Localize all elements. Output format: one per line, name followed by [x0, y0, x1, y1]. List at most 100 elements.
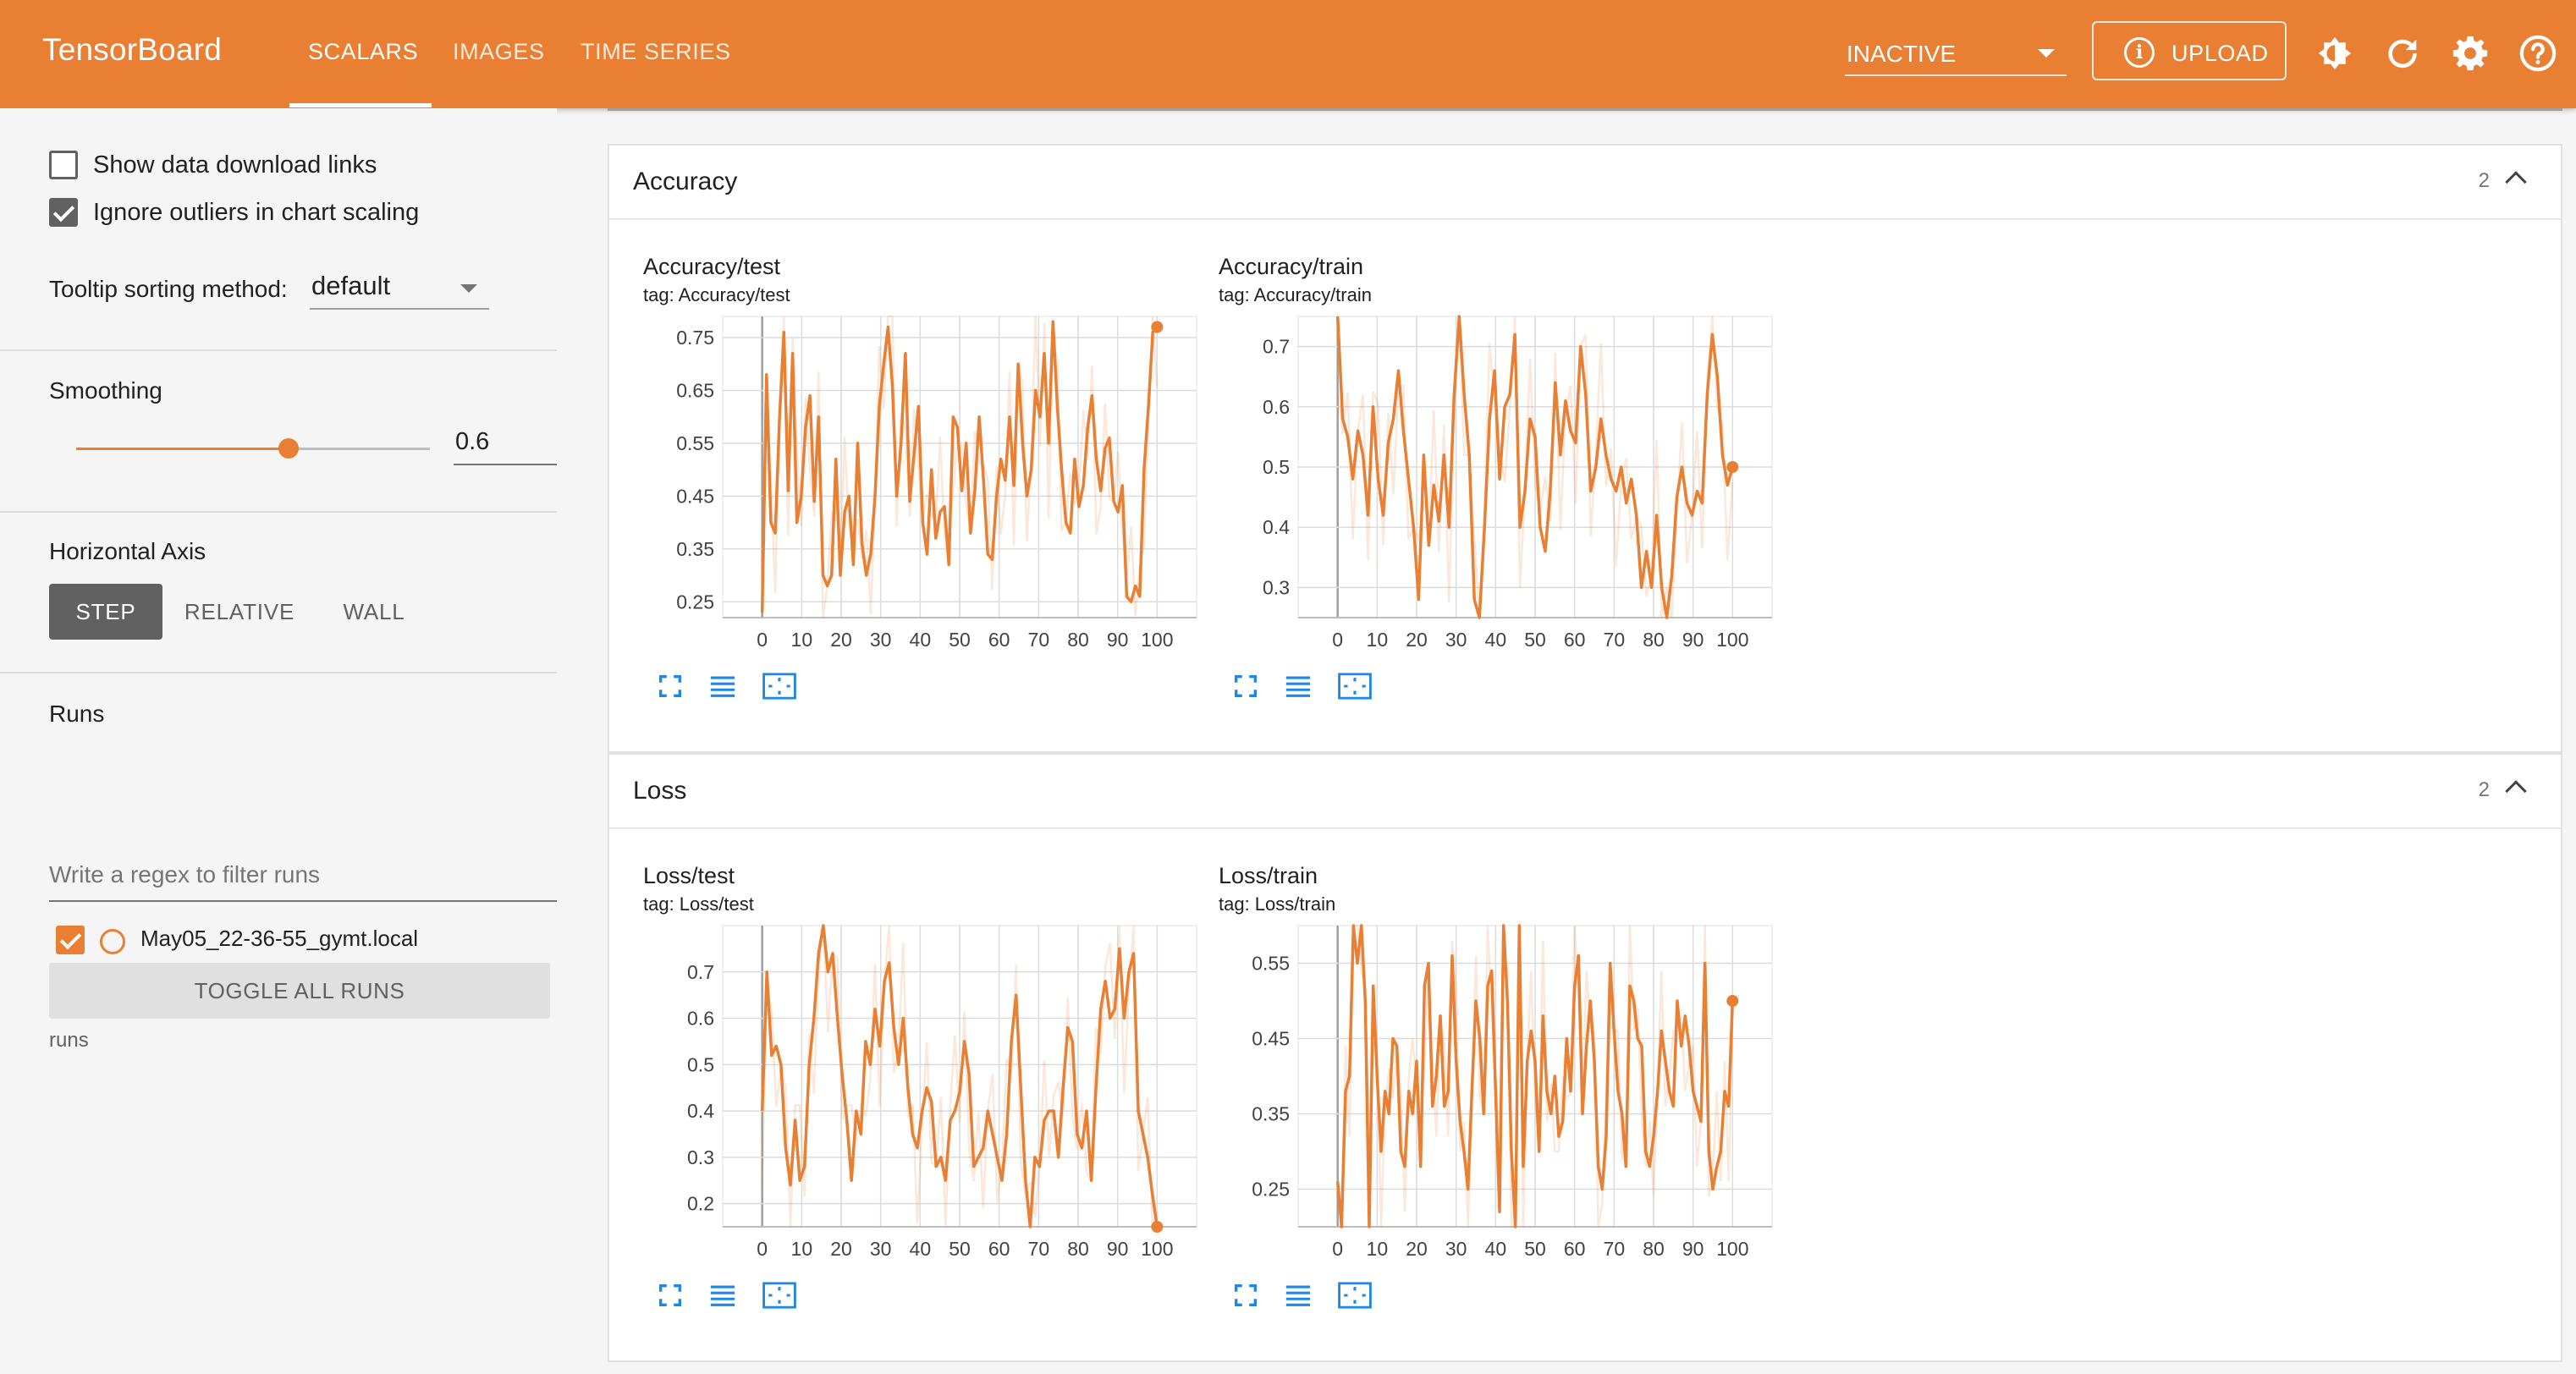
fullscreen-icon[interactable] — [655, 1281, 685, 1310]
show-download-links-checkbox[interactable] — [49, 151, 78, 179]
runs-filter-input[interactable]: Write a regex to filter runs — [49, 853, 557, 902]
reload-icon[interactable] — [2383, 34, 2422, 73]
x-tick-label: 100 — [1716, 629, 1748, 651]
tooltip-sorting-value: default — [311, 271, 391, 300]
chart-loss-train[interactable]: 0 10 20 30 40 50 60 70 80 90 100 0.25 0.35 0.45 0.55 — [1210, 924, 1786, 1262]
chart-accuracy-test[interactable]: 0 10 20 30 40 50 60 70 80 90 100 0.25 0.35 0.45 0.55 0.… — [635, 315, 1210, 653]
fit-domain-icon[interactable] — [760, 672, 799, 701]
runs-heading: Runs — [49, 701, 105, 727]
run-checkbox[interactable] — [56, 926, 85, 954]
smoothing-value: 0.6 — [455, 428, 490, 455]
x-tick-label: 0 — [757, 1238, 768, 1260]
smoothing-slider-thumb[interactable] — [278, 438, 299, 459]
x-tick-label: 90 — [1107, 629, 1129, 651]
smoothing-input[interactable]: 0.6 — [454, 423, 557, 465]
y-tick-label: 0.4 — [1263, 516, 1290, 538]
x-tick-label: 20 — [830, 629, 852, 651]
y-tick-label: 0.3 — [1263, 576, 1290, 598]
chart-loss-test[interactable]: 0 10 20 30 40 50 60 70 80 90 100 0.2 0.3 0.4 0.5 0.6 0.7 — [635, 924, 1210, 1262]
divider — [0, 672, 557, 673]
x-tick-label: 10 — [791, 629, 813, 651]
x-tick-label: 40 — [910, 1238, 932, 1260]
x-tick-label: 100 — [1141, 629, 1173, 651]
log-scale-icon[interactable] — [1283, 1281, 1313, 1310]
last-point-marker — [1726, 461, 1739, 473]
theme-icon[interactable] — [2315, 34, 2354, 73]
fullscreen-icon[interactable] — [1230, 1281, 1261, 1310]
fit-domain-icon[interactable] — [1335, 672, 1374, 701]
y-tick-label: 0.35 — [1252, 1103, 1290, 1125]
y-tick-label: 0.3 — [687, 1146, 714, 1168]
axis-relative-button[interactable]: RELATIVE — [184, 599, 295, 624]
card-header[interactable]: Loss 2 — [609, 755, 2561, 829]
upload-button[interactable]: i UPLOAD — [2092, 21, 2287, 80]
tab-scalars[interactable]: SCALARS — [308, 39, 419, 64]
fit-domain-icon[interactable] — [760, 1281, 799, 1310]
smoothing-slider-fill — [76, 448, 289, 450]
x-tick-label: 60 — [988, 1238, 1010, 1260]
chart-title: Loss/train — [1219, 863, 1318, 888]
series-line — [760, 924, 1159, 1228]
y-tick-label: 0.55 — [1252, 953, 1290, 975]
active-tab-indicator — [289, 103, 432, 107]
chevron-up-icon[interactable] — [2505, 780, 2527, 802]
y-tick-label: 0.75 — [676, 327, 714, 349]
last-point-marker — [1151, 321, 1164, 333]
x-tick-label: 10 — [1367, 1238, 1389, 1260]
x-tick-label: 70 — [1028, 629, 1050, 651]
sidebar: Show data download links Ignore outliers… — [0, 108, 557, 1374]
smoothing-heading: Smoothing — [49, 377, 162, 404]
card-header[interactable]: Accuracy 2 — [609, 146, 2561, 220]
tab-time-series[interactable]: TIME SERIES — [581, 39, 731, 64]
fullscreen-icon[interactable] — [655, 672, 685, 701]
main-content: Accuracy 2 Accuracy/test tag: Accuracy/t… — [557, 108, 2576, 1374]
app-logo[interactable]: TensorBoard — [42, 32, 222, 67]
chevron-up-icon[interactable] — [2505, 171, 2527, 193]
run-color-swatch[interactable] — [100, 929, 125, 954]
tooltip-sorting-label: Tooltip sorting method: — [49, 276, 288, 302]
x-tick-label: 40 — [1485, 1238, 1507, 1260]
chevron-down-icon — [460, 284, 477, 293]
runs-footer: runs — [49, 1029, 89, 1052]
horizontal-axis-heading: Horizontal Axis — [49, 538, 206, 564]
category-card-accuracy: Accuracy 2 Accuracy/test tag: Accuracy/t… — [608, 144, 2562, 753]
log-scale-icon[interactable] — [1283, 672, 1313, 701]
ignore-outliers-checkbox[interactable] — [49, 198, 78, 227]
ignore-outliers-label: Ignore outliers in chart scaling — [93, 199, 420, 226]
x-tick-label: 50 — [949, 1238, 971, 1260]
tab-images[interactable]: IMAGES — [453, 39, 545, 64]
x-tick-label: 90 — [1107, 1238, 1129, 1260]
axis-wall-button[interactable]: WALL — [343, 599, 405, 624]
chart-accuracy-train[interactable]: 0 10 20 30 40 50 60 70 80 90 100 0.3 0.4 0.5 0.6 0.7 — [1210, 315, 1786, 653]
y-tick-label: 0.35 — [676, 538, 714, 560]
help-icon[interactable] — [2518, 34, 2557, 73]
x-tick-label: 40 — [910, 629, 932, 651]
chart-title: Accuracy/test — [643, 254, 781, 279]
toggle-all-runs-button[interactable]: TOGGLE ALL RUNS — [49, 963, 550, 1019]
log-scale-icon[interactable] — [707, 672, 738, 701]
x-tick-label: 20 — [830, 1238, 852, 1260]
run-name: May05_22-36-55_gymt.local — [140, 926, 419, 951]
x-tick-label: 30 — [870, 629, 892, 651]
axis-step-button[interactable]: STEP — [49, 584, 162, 640]
tooltip-sorting-select[interactable]: default — [310, 269, 489, 310]
x-tick-label: 0 — [1332, 629, 1343, 651]
x-tick-label: 60 — [1564, 1238, 1586, 1260]
smoothing-slider[interactable] — [76, 438, 430, 459]
last-point-marker — [1726, 995, 1739, 1007]
fullscreen-icon[interactable] — [1230, 672, 1261, 701]
log-scale-icon[interactable] — [707, 1281, 738, 1310]
fit-domain-icon[interactable] — [1335, 1281, 1374, 1310]
chart-tag: tag: Accuracy/test — [643, 284, 790, 305]
divider — [0, 349, 557, 351]
chart-tag: tag: Loss/train — [1219, 893, 1336, 915]
raw-series-line — [1336, 316, 1734, 618]
series-line — [1335, 315, 1734, 619]
info-icon: i — [2124, 37, 2155, 68]
x-tick-label: 90 — [1682, 1238, 1704, 1260]
settings-icon[interactable] — [2451, 34, 2490, 73]
reload-status-select[interactable]: INACTIVE — [1845, 25, 2067, 76]
y-tick-label: 0.5 — [1263, 456, 1290, 478]
y-tick-label: 0.25 — [1252, 1179, 1290, 1201]
x-tick-label: 80 — [1643, 629, 1665, 651]
